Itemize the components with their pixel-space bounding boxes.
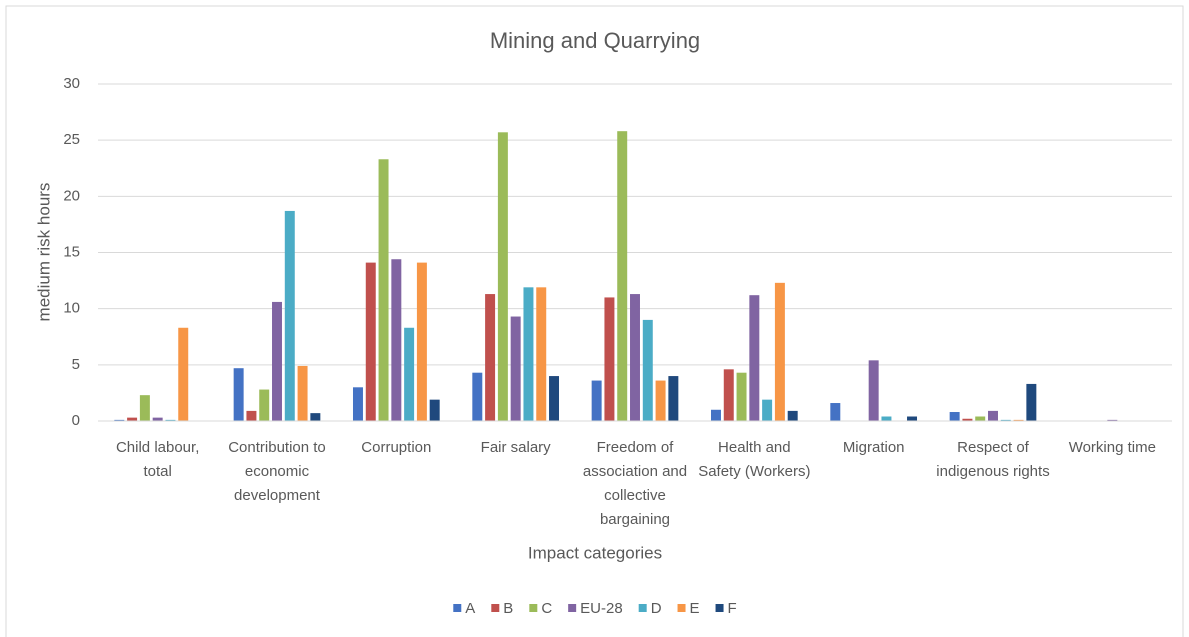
- bar: [416, 262, 427, 421]
- bar: [352, 387, 363, 421]
- bar: [591, 380, 602, 421]
- bar: [404, 327, 415, 421]
- bar: [774, 282, 785, 421]
- x-tick-label: Respect of indigenous rights: [936, 439, 1049, 480]
- y-tick-label: 10: [63, 300, 80, 317]
- legend-label: F: [728, 600, 737, 617]
- x-tick-label: Contribution to economic development: [228, 439, 326, 504]
- x-axis-title: Impact categories: [528, 543, 662, 562]
- bar: [284, 210, 295, 421]
- legend-swatch: [491, 604, 500, 612]
- y-axis-title: medium risk hours: [34, 183, 53, 322]
- chart-frame: [5, 5, 1184, 637]
- y-tick-label: 30: [63, 75, 80, 92]
- bar: [962, 418, 973, 421]
- bar: [114, 419, 125, 421]
- legend-swatch: [638, 604, 647, 612]
- bar: [787, 410, 798, 421]
- bar: [975, 416, 986, 421]
- bar: [868, 360, 879, 421]
- bar: [272, 301, 282, 421]
- y-tick-label: 0: [72, 412, 80, 429]
- legend-label: D: [651, 600, 662, 617]
- bar: [749, 295, 760, 421]
- x-tick-label: Working time: [1069, 439, 1156, 456]
- bar: [617, 131, 628, 421]
- bar: [642, 319, 653, 421]
- legend-label: EU-28: [580, 600, 623, 617]
- bar: [259, 389, 270, 421]
- legend-label: C: [541, 600, 552, 617]
- bar: [139, 395, 150, 421]
- legend-label: A: [465, 600, 475, 617]
- bar: [1026, 383, 1037, 421]
- y-tick-label: 15: [63, 243, 80, 260]
- legend-swatch: [529, 604, 538, 612]
- bar: [830, 403, 841, 421]
- bar: [655, 380, 666, 421]
- x-tick-label: Freedom of association and collective barga…: [583, 439, 687, 528]
- legend-swatch: [453, 604, 462, 612]
- bar: [365, 262, 376, 421]
- bar: [881, 416, 892, 421]
- bar: [472, 372, 483, 421]
- chart-title: Mining and Quarrying: [490, 28, 700, 53]
- y-tick-label: 20: [63, 187, 80, 204]
- x-tick-label: Fair salary: [481, 439, 552, 456]
- bar: [762, 399, 773, 421]
- y-tick-label: 5: [72, 356, 80, 373]
- bar: [297, 365, 308, 421]
- bar: [127, 417, 138, 421]
- bar: [988, 410, 998, 421]
- x-tick-label: Health and Safety (Workers): [698, 439, 810, 480]
- bar: [1013, 419, 1024, 421]
- bar: [549, 376, 560, 421]
- bar: [378, 159, 389, 421]
- bar: [736, 372, 747, 421]
- bar: [246, 410, 257, 421]
- legend-swatch: [568, 604, 577, 612]
- bar: [233, 368, 244, 421]
- bar: [1107, 419, 1118, 421]
- y-tick-label: 25: [63, 131, 80, 148]
- x-tick-label: Corruption: [361, 439, 431, 456]
- bar: [391, 259, 402, 421]
- bar: [710, 409, 721, 421]
- legend-label: B: [503, 600, 513, 617]
- bar: [510, 316, 521, 421]
- bar: [630, 294, 640, 421]
- bar: [907, 416, 918, 421]
- bar: [497, 132, 508, 421]
- bar: [178, 327, 189, 421]
- bar: [536, 287, 547, 421]
- legend-label: E: [690, 600, 700, 617]
- x-tick-label: Migration: [843, 439, 905, 456]
- bar: [152, 417, 163, 421]
- bar: [429, 399, 440, 421]
- legend-swatch: [677, 604, 686, 612]
- bar: [949, 412, 960, 421]
- legend: A B C EU-28 D E F: [453, 600, 737, 617]
- legend-swatch: [715, 604, 724, 612]
- bar: [165, 419, 176, 421]
- bar: [485, 294, 496, 421]
- bar: [604, 297, 615, 421]
- bar: [310, 413, 321, 421]
- bar: [523, 287, 534, 421]
- bar: [668, 376, 679, 421]
- x-tick-label: Child labour, total: [116, 439, 199, 480]
- bar: [1000, 419, 1011, 421]
- bar: [723, 369, 734, 421]
